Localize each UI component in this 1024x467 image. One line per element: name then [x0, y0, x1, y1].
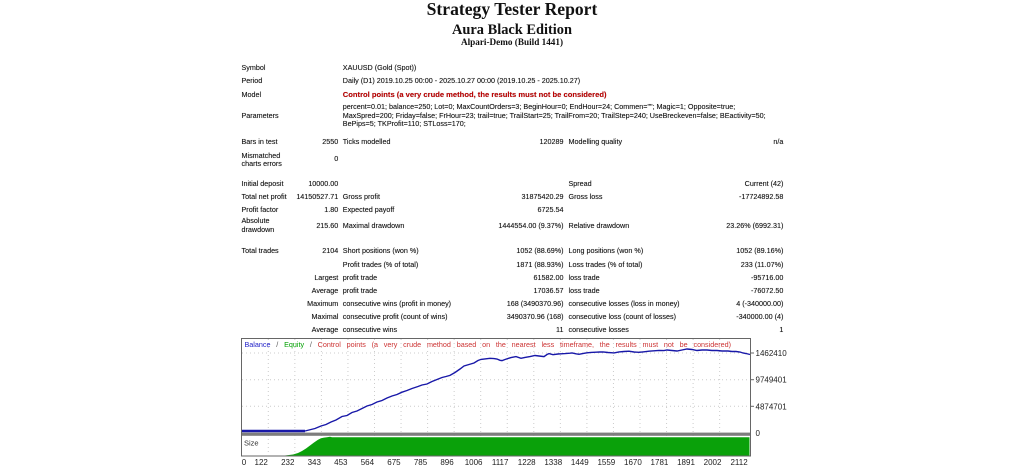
- svg-text:1462410: 1462410: [756, 349, 788, 358]
- svg-text:2112: 2112: [730, 458, 748, 467]
- svg-text:Balance / Equity / Control poi: Balance / Equity / Control points (a ver…: [245, 340, 732, 349]
- svg-text:4874701: 4874701: [756, 402, 788, 411]
- svg-text:1559: 1559: [597, 458, 615, 467]
- svg-text:Size: Size: [244, 439, 259, 448]
- svg-text:564: 564: [361, 458, 375, 467]
- svg-text:1449: 1449: [571, 458, 589, 467]
- svg-text:9749401: 9749401: [756, 376, 788, 385]
- svg-text:0: 0: [242, 458, 247, 467]
- svg-text:785: 785: [414, 458, 428, 467]
- svg-text:122: 122: [255, 458, 269, 467]
- svg-text:0: 0: [756, 429, 761, 438]
- svg-text:896: 896: [440, 458, 454, 467]
- svg-text:675: 675: [387, 458, 401, 467]
- svg-text:2002: 2002: [704, 458, 722, 467]
- svg-text:453: 453: [334, 458, 348, 467]
- svg-text:1891: 1891: [677, 458, 695, 467]
- svg-text:232: 232: [281, 458, 295, 467]
- svg-text:343: 343: [308, 458, 322, 467]
- svg-text:1228: 1228: [518, 458, 536, 467]
- svg-text:1117: 1117: [492, 458, 509, 467]
- svg-text:1006: 1006: [465, 458, 483, 467]
- svg-text:1670: 1670: [624, 458, 642, 467]
- svg-text:1781: 1781: [651, 458, 669, 467]
- svg-text:1338: 1338: [544, 458, 562, 467]
